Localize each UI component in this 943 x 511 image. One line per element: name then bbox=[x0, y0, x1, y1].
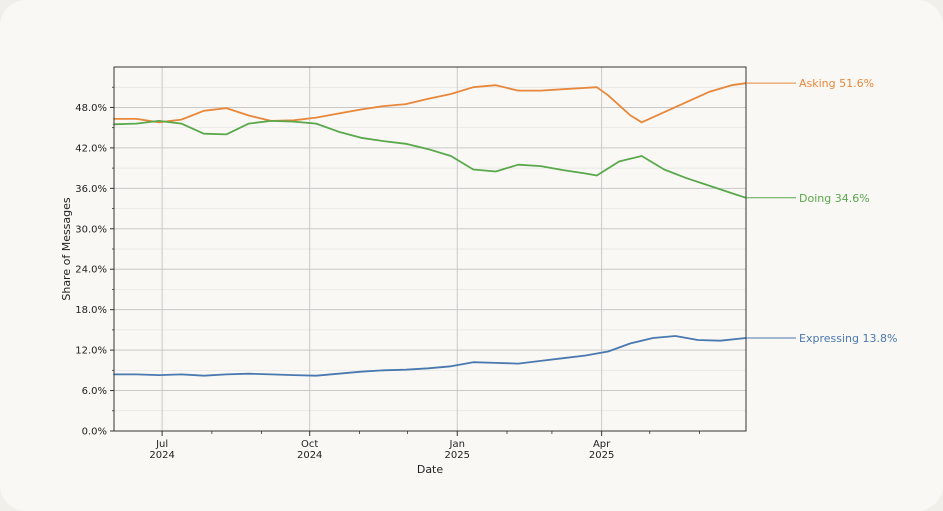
series-line-expressing bbox=[113, 335, 747, 377]
y-tick-label: 48.0% bbox=[75, 103, 107, 114]
x-tick-label-year: 2024 bbox=[149, 450, 174, 461]
y-tick-label: 30.0% bbox=[75, 224, 107, 235]
series-line-doing bbox=[113, 120, 747, 199]
series-end-labels: Asking 51.6% Doing 34.6% Expressing 13.8% bbox=[746, 77, 897, 345]
x-tick-label-year: 2025 bbox=[445, 450, 470, 461]
y-tick-label: 42.0% bbox=[75, 143, 107, 154]
y-tick-label: 18.0% bbox=[75, 305, 107, 316]
y-tick-label: 6.0% bbox=[82, 386, 107, 397]
y-tick-label: 36.0% bbox=[75, 184, 107, 195]
x-tick-label-month: Jan bbox=[449, 439, 465, 450]
y-tick-label: 24.0% bbox=[75, 265, 107, 276]
x-axis-title: Date bbox=[417, 463, 444, 476]
x-tick-label-year: 2024 bbox=[297, 450, 322, 461]
series-lines bbox=[113, 82, 747, 377]
y-tick-label: 0.0% bbox=[82, 427, 107, 438]
axes: 0.0% 6.0% 12.0% 18.0% 24.0% 30.0% 36.0% 42.0% 48… bbox=[75, 86, 700, 461]
y-axis-title: Share of Messages bbox=[60, 197, 73, 301]
end-label-asking: Asking 51.6% bbox=[799, 77, 874, 90]
grid-lines bbox=[114, 67, 746, 432]
x-tick-label-month: Apr bbox=[593, 439, 611, 450]
x-tick-label-month: Jul bbox=[155, 439, 168, 450]
y-tick-label: 12.0% bbox=[75, 346, 107, 357]
x-tick-label-year: 2025 bbox=[589, 450, 614, 461]
end-label-doing: Doing 34.6% bbox=[799, 192, 870, 205]
x-tick-label-month: Oct bbox=[301, 439, 318, 450]
series-line-asking bbox=[113, 82, 747, 124]
end-label-expressing: Expressing 13.8% bbox=[799, 332, 897, 345]
